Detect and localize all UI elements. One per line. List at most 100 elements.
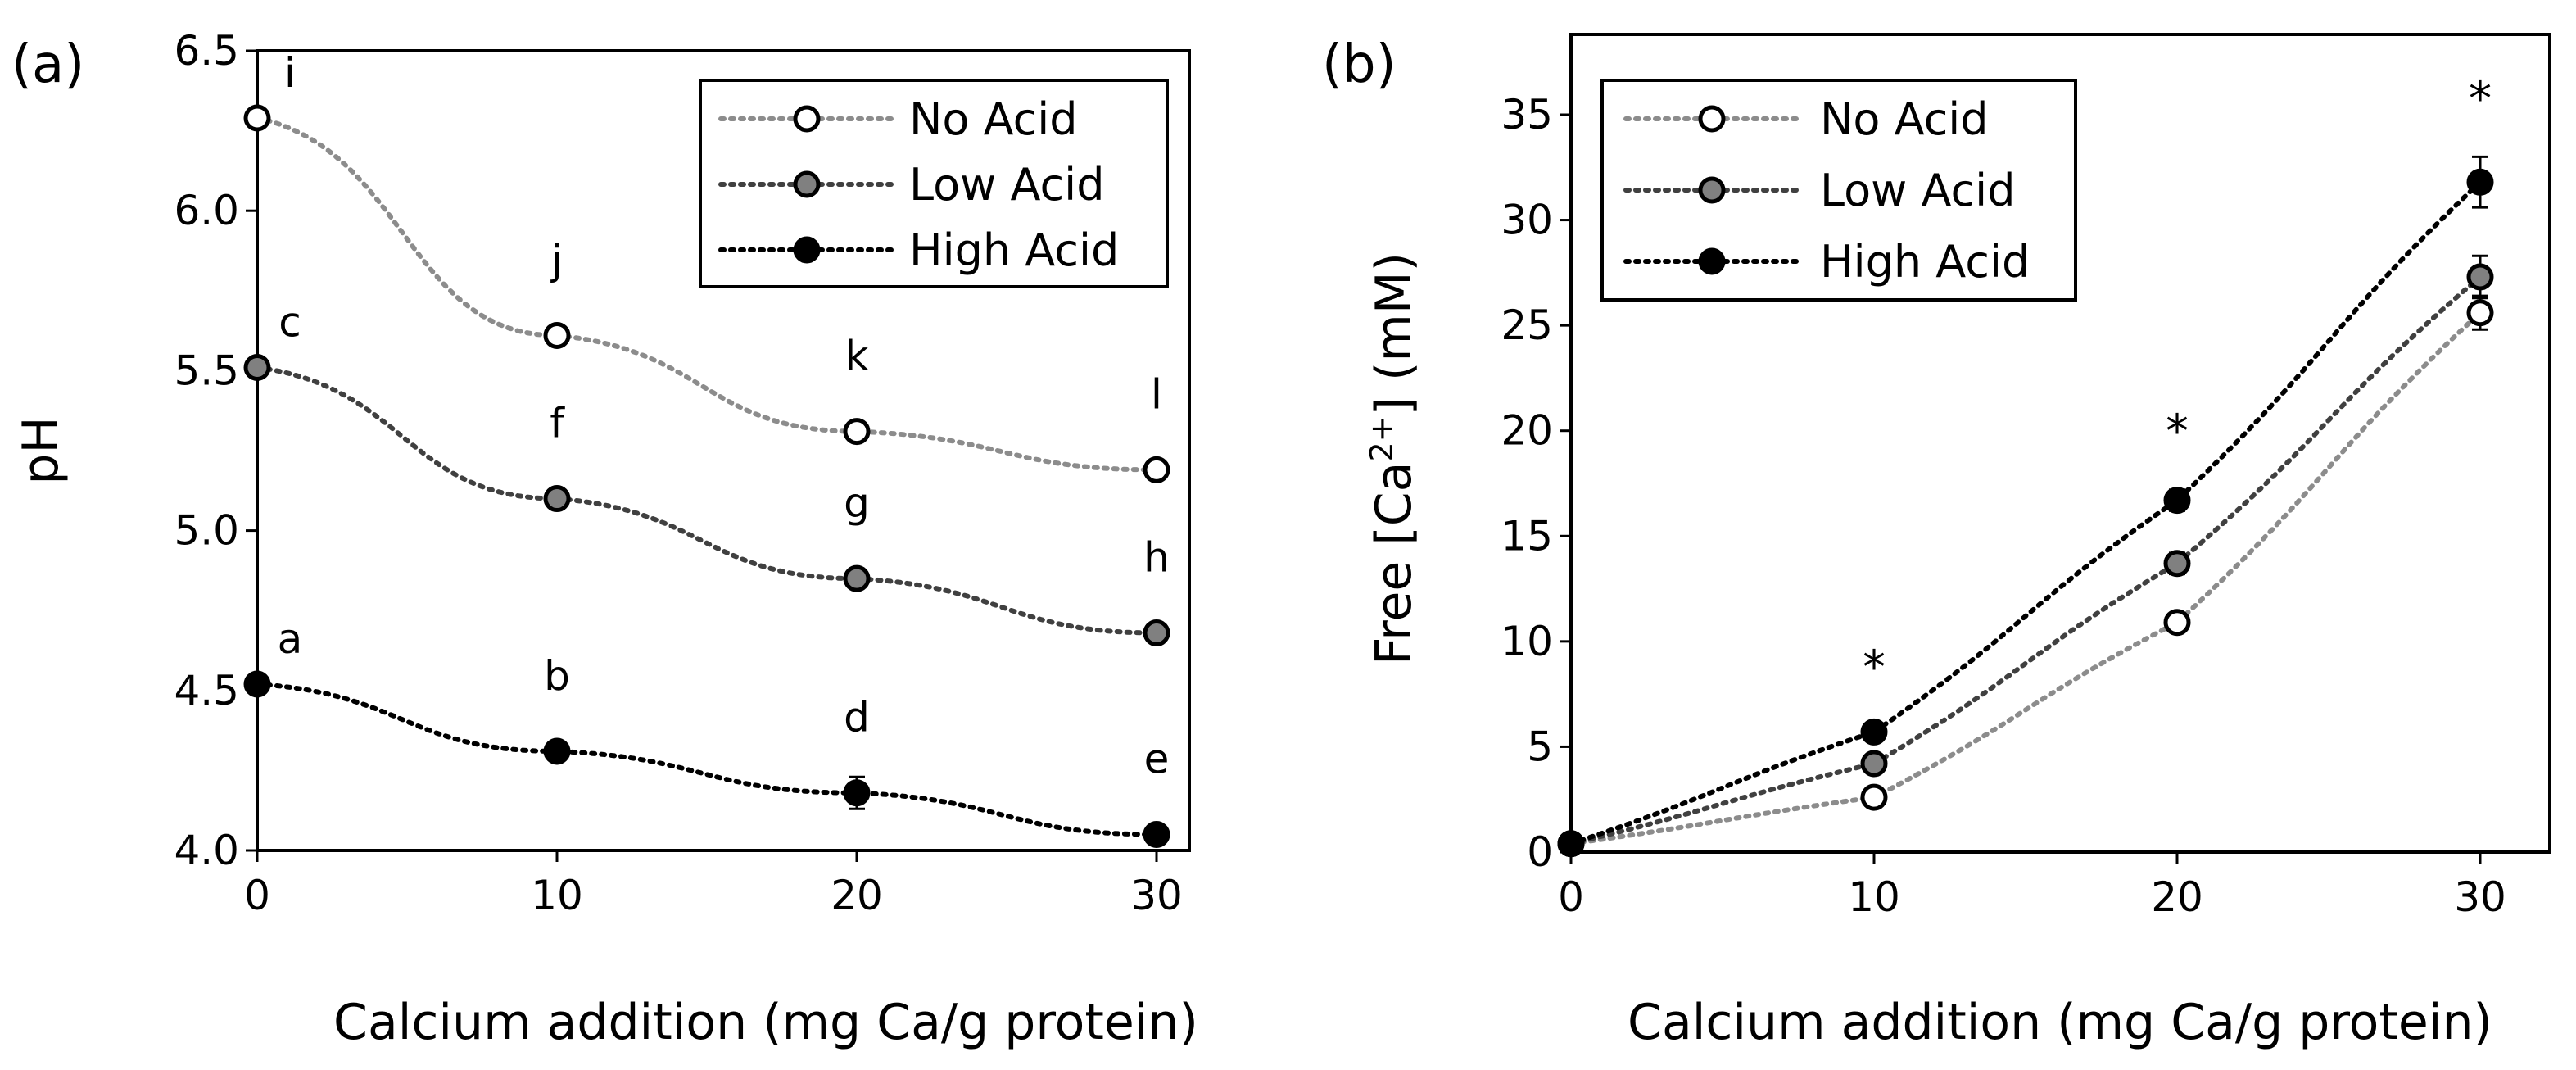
data-point-high-acid (2163, 487, 2191, 515)
panel-b-plot-frame (1569, 33, 2551, 854)
y-tick-label: 10 (1501, 618, 1553, 665)
data-point-low-acid (2163, 550, 2191, 578)
point-label: d (844, 694, 870, 741)
data-point-no-acid (1860, 783, 1888, 811)
panel-a-x-axis-title: Calcium addition (mg Ca/g protein) (333, 994, 1198, 1051)
point-label: l (1151, 370, 1162, 418)
y-tick-label: 15 (1501, 512, 1553, 560)
panel-b-y-axis-title-prefix: Free [Ca (1365, 462, 1423, 665)
panel-a-y-axis-title: pH (12, 416, 70, 484)
x-tick-label: 10 (1848, 873, 1900, 921)
panel-b-y-axis-title: Free [Ca2+] (mM) (1364, 252, 1423, 665)
y-tick-label: 6.0 (174, 187, 239, 234)
panel-b-chart: (b) 0 5 10 15 20 25 30 35 0 10 20 30 * * * Free [Ca2+… (1322, 33, 2551, 1051)
data-point-no-acid (843, 418, 871, 446)
legend-marker-high-acid (1698, 247, 1726, 275)
y-tick-label: 4.0 (174, 827, 239, 874)
series-line-no-acid (255, 115, 1159, 473)
panel-a-chart: (a) 4.0 4.5 5.0 5.5 6.0 6.5 0 10 20 30 i j k l c f g h a b… (11, 27, 1198, 1051)
panel-b-axes: 0 5 10 15 20 25 30 35 0 10 20 30 (1501, 91, 2506, 921)
y-tick-label: 4.5 (174, 667, 239, 714)
data-point-high-acid (1143, 820, 1170, 848)
point-label: k (845, 333, 869, 380)
significance-star: * (2469, 72, 2492, 125)
legend-label-low-acid: Low Acid (1820, 165, 2015, 216)
y-tick-label: 20 (1501, 407, 1553, 455)
data-point-high-acid (543, 737, 571, 765)
data-point-no-acid (243, 104, 271, 132)
x-tick-label: 20 (831, 872, 883, 919)
y-tick-label: 25 (1501, 302, 1553, 349)
y-tick-label: 30 (1501, 197, 1553, 244)
panel-b-legend-box (1600, 79, 2077, 302)
panel-b-y-axis-title-superscript: 2+ (1364, 416, 1400, 462)
data-point-low-acid (843, 564, 871, 592)
y-tick-label: 5.0 (174, 507, 239, 555)
point-label: j (550, 236, 563, 283)
data-point-no-acid (543, 321, 571, 349)
panel-b-x-axis-title: Calcium addition (mg Ca/g protein) (1628, 994, 2492, 1051)
legend-label-high-acid: High Acid (1820, 236, 2030, 288)
legend-label-no-acid: No Acid (909, 93, 1078, 145)
x-tick-label: 30 (1130, 872, 1183, 919)
data-point-high-acid (1557, 830, 1585, 858)
legend-marker-low-acid (793, 170, 821, 198)
panel-b-legend: No Acid Low Acid High Acid (1600, 79, 2077, 302)
data-point-no-acid (2163, 609, 2191, 637)
x-tick-label: 0 (1558, 873, 1584, 921)
data-point-low-acid (1143, 619, 1170, 647)
point-label: h (1143, 534, 1170, 582)
series-line-high-acid (255, 681, 1159, 837)
panel-b-y-axis-title-suffix: ] (mM) (1365, 252, 1423, 416)
point-label: f (550, 400, 565, 447)
point-label: g (844, 479, 870, 527)
x-tick-label: 10 (531, 872, 583, 919)
data-point-high-acid (843, 779, 871, 807)
data-point-high-acid (2466, 168, 2494, 196)
point-label: b (544, 652, 570, 700)
legend-label-high-acid: High Acid (909, 224, 1119, 276)
y-tick-label: 35 (1501, 91, 1553, 138)
series-line-low-acid (255, 365, 1159, 636)
panel-a-axes: 4.0 4.5 5.0 5.5 6.0 6.5 0 10 20 30 (174, 27, 1182, 919)
point-label: c (278, 298, 301, 346)
panel-a-legend: No Acid Low Acid High Acid (699, 79, 1169, 288)
legend-marker-no-acid (1698, 105, 1726, 133)
panel-a-plot-frame (256, 49, 1191, 852)
series-line-high-acid (1569, 179, 2483, 846)
panel-b-label: (b) (1322, 34, 1397, 95)
panel-b-series (1557, 155, 2494, 858)
legend-marker-no-acid (793, 105, 821, 133)
point-label: a (278, 615, 303, 663)
y-tick-label: 6.5 (174, 27, 239, 75)
x-tick-label: 0 (244, 872, 270, 919)
point-label: i (284, 49, 296, 97)
data-point-high-acid (243, 670, 271, 698)
data-point-low-acid (243, 353, 271, 381)
legend-marker-low-acid (1698, 176, 1726, 204)
significance-star: * (1863, 642, 1886, 695)
series-line-low-acid (1569, 274, 2483, 846)
x-tick-label: 20 (2151, 873, 2203, 921)
legend-marker-high-acid (793, 236, 821, 264)
y-tick-label: 5 (1527, 723, 1553, 770)
significance-star: * (2166, 406, 2189, 459)
data-point-no-acid (2466, 299, 2494, 327)
panel-a-series (243, 104, 1170, 848)
data-point-no-acid (1143, 456, 1170, 483)
legend-label-low-acid: Low Acid (909, 159, 1104, 211)
data-point-low-acid (1860, 750, 1888, 778)
y-tick-label: 5.5 (174, 347, 239, 394)
panel-a-point-labels: i j k l c f g h a b d e (278, 49, 1170, 782)
point-label: e (1144, 735, 1170, 782)
panel-a-label: (a) (11, 34, 84, 95)
x-tick-label: 30 (2454, 873, 2506, 921)
data-point-high-acid (1860, 718, 1888, 746)
panel-b-significance-markers: * * * (1863, 72, 2492, 694)
data-point-low-acid (2466, 263, 2494, 291)
y-tick-label: 0 (1527, 828, 1553, 876)
legend-label-no-acid: No Acid (1820, 93, 1989, 145)
data-point-low-acid (543, 485, 571, 513)
series-line-no-acid (1569, 310, 2483, 846)
